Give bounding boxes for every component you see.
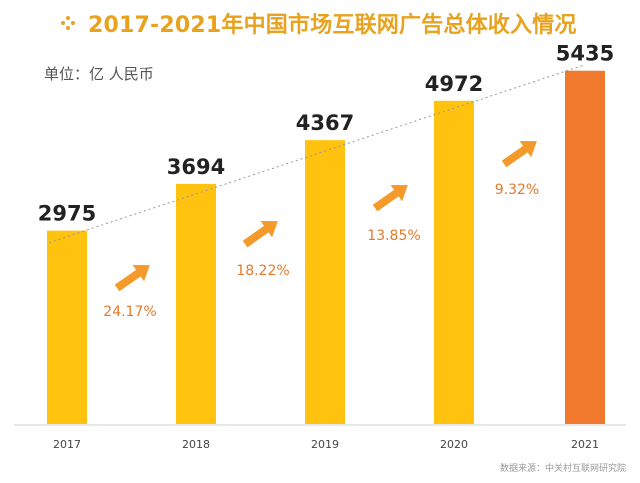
bar-2020 [434,100,474,424]
x-tick-label-2018: 2018 [182,438,210,451]
growth-rate-label: 13.85% [367,228,420,244]
arrow-shape [114,264,150,292]
bar-2019 [305,140,345,424]
growth-arrow-icon [372,184,408,212]
unit-label: 单位：亿 人民币 [44,65,154,83]
growth-arrow-icon [242,220,278,248]
growth-arrow-icon [114,264,150,292]
growth-rate-label: 24.17% [103,304,156,320]
x-tick-label-2021: 2021 [571,438,599,451]
arrow-shape [372,184,408,212]
diamond-dots-icon [61,16,75,30]
arrow-shape [242,220,278,248]
value-label-2021: 5435 [556,42,614,66]
bar-2017 [47,230,87,424]
arrow-shape [501,140,537,168]
value-label-2019: 4367 [296,111,354,135]
trend-line [48,64,586,244]
x-tick-label-2019: 2019 [311,438,339,451]
bar-2018 [176,183,216,424]
growth-rate-label: 9.32% [495,182,539,198]
x-tick-label-2017: 2017 [53,438,81,451]
value-label-2017: 2975 [38,202,96,226]
value-label-2020: 4972 [425,72,483,96]
chart-title: 2017-2021年中国市场互联网广告总体收入情况 [88,13,577,38]
growth-rate-label: 18.22% [236,263,289,279]
value-label-2018: 3694 [167,155,225,179]
growth-arrow-icon [501,140,537,168]
data-source: 数据来源：中关村互联网研究院 [499,464,626,474]
bar-2021 [565,70,605,424]
x-tick-label-2020: 2020 [440,438,468,451]
